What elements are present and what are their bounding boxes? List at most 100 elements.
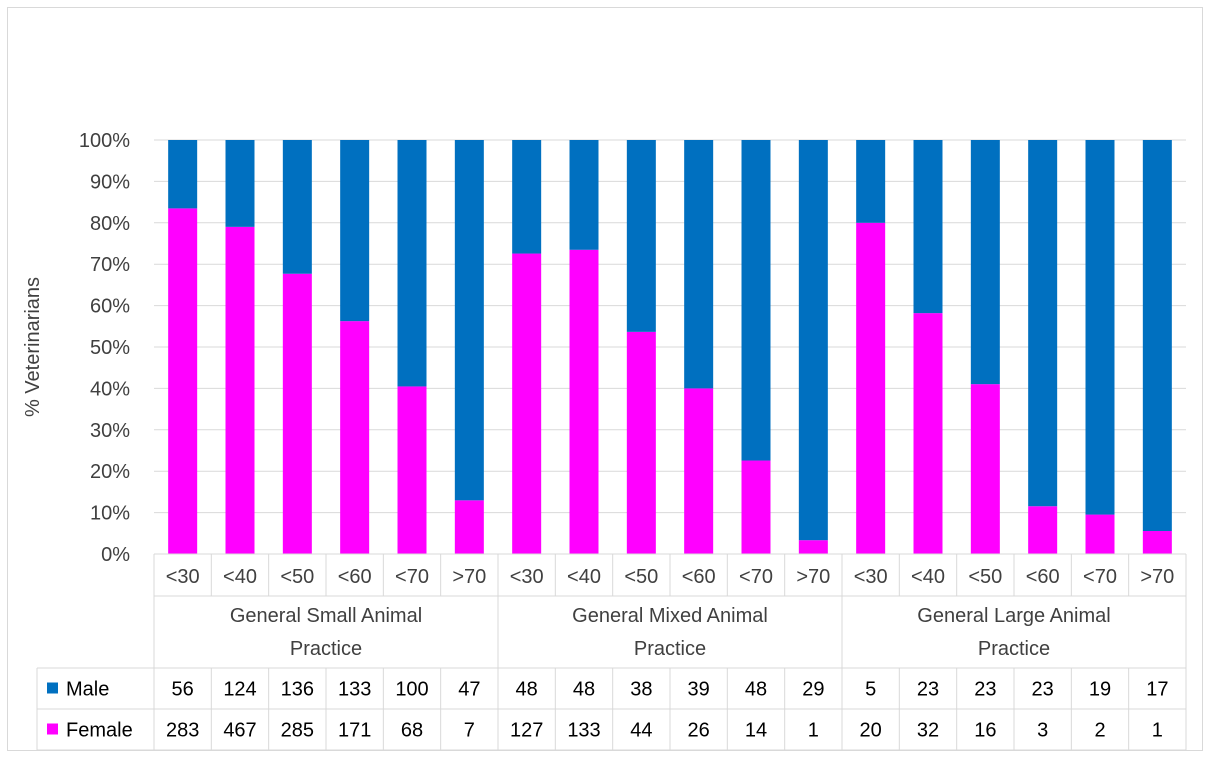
- data-table-value-male: 39: [688, 679, 710, 701]
- x-category-label: >70: [796, 566, 830, 588]
- bar-male: [1028, 140, 1058, 507]
- data-table-value-male: 133: [338, 679, 371, 701]
- bar-female: [168, 208, 198, 554]
- bar-female: [1085, 514, 1115, 554]
- data-table-value-male: 47: [458, 679, 480, 701]
- data-table-value-female: 32: [917, 720, 939, 742]
- bar-male: [1142, 140, 1172, 531]
- data-table-value-male: 17: [1146, 679, 1168, 701]
- data-table-value-male: 56: [172, 679, 194, 701]
- data-table-value-male: 29: [802, 679, 824, 701]
- legend-key-female: [47, 723, 58, 735]
- bar-female: [569, 249, 599, 555]
- legend-key-male: [47, 682, 58, 694]
- y-tick-label: 30%: [90, 420, 130, 442]
- data-table-value-male: 100: [395, 679, 428, 701]
- bar-male: [569, 140, 599, 250]
- bar-male: [913, 140, 943, 314]
- data-table-value-female: 3: [1037, 720, 1048, 742]
- bar-male: [1085, 140, 1115, 515]
- y-axis-label: % Veterinarians: [22, 277, 44, 417]
- x-group-label: General Small Animal: [230, 605, 422, 627]
- data-table-value-male: 124: [223, 679, 256, 701]
- data-table-value-female: 68: [401, 720, 423, 742]
- bar-male: [512, 140, 542, 254]
- y-tick-label: 90%: [90, 171, 130, 193]
- data-table-value-female: 7: [464, 720, 475, 742]
- x-group-label: General Large Animal: [917, 605, 1110, 627]
- y-tick-label: 0%: [101, 544, 130, 566]
- x-category-label: <50: [624, 566, 658, 588]
- y-tick-label: 50%: [90, 337, 130, 359]
- x-category-label: <30: [510, 566, 544, 588]
- data-table-value-female: 44: [630, 720, 652, 742]
- bar-male: [225, 140, 255, 227]
- bar-male: [168, 140, 198, 209]
- data-table-value-female: 14: [745, 720, 767, 742]
- data-table-value-female: 2: [1094, 720, 1105, 742]
- x-category-label: <70: [1083, 566, 1117, 588]
- x-group-label: Practice: [634, 638, 706, 660]
- y-tick-label: 40%: [90, 378, 130, 400]
- x-category-label: <70: [395, 566, 429, 588]
- y-tick-label: 80%: [90, 213, 130, 235]
- bar-female: [970, 384, 1000, 554]
- bar-male: [798, 140, 828, 541]
- x-group-label: Practice: [290, 638, 362, 660]
- bar-female: [798, 540, 828, 554]
- data-table-value-male: 48: [516, 679, 538, 701]
- data-table-value-male: 23: [1032, 679, 1054, 701]
- bar-male: [397, 140, 427, 387]
- x-category-label: <30: [166, 566, 200, 588]
- data-table-value-female: 285: [281, 720, 314, 742]
- data-table-value-female: 1: [808, 720, 819, 742]
- y-tick-label: 70%: [90, 254, 130, 276]
- bar-male: [970, 140, 1000, 385]
- bar-male: [626, 140, 656, 332]
- data-table-value-male: 136: [281, 679, 314, 701]
- data-table-value-male: 19: [1089, 679, 1111, 701]
- y-tick-label: 60%: [90, 296, 130, 318]
- bar-female: [684, 388, 714, 554]
- data-table-value-female: 16: [974, 720, 996, 742]
- data-table-value-male: 23: [974, 679, 996, 701]
- bar-female: [741, 460, 771, 554]
- x-category-label: <30: [854, 566, 888, 588]
- bar-male: [282, 140, 312, 274]
- data-table-value-male: 38: [630, 679, 652, 701]
- legend-label-male: Male: [66, 679, 109, 701]
- x-group-label: General Mixed Animal: [572, 605, 768, 627]
- data-table-value-male: 48: [573, 679, 595, 701]
- x-category-label: >70: [1140, 566, 1174, 588]
- bar-male: [856, 140, 886, 223]
- bar-female: [225, 226, 255, 554]
- bar-female: [1028, 506, 1058, 554]
- data-table-value-female: 283: [166, 720, 199, 742]
- data-table-value-male: 23: [917, 679, 939, 701]
- data-table-value-female: 127: [510, 720, 543, 742]
- x-category-label: <60: [338, 566, 372, 588]
- x-category-label: <70: [739, 566, 773, 588]
- y-tick-label: 20%: [90, 461, 130, 483]
- x-category-label: <50: [280, 566, 314, 588]
- data-table-value-male: 5: [865, 679, 876, 701]
- bar-male: [684, 140, 714, 389]
- x-category-label: <40: [223, 566, 257, 588]
- x-category-label: <50: [968, 566, 1002, 588]
- bar-female: [913, 313, 943, 554]
- x-category-label: >70: [452, 566, 486, 588]
- x-category-label: <40: [567, 566, 601, 588]
- bar-female: [282, 273, 312, 554]
- bar-female: [1142, 531, 1172, 554]
- data-table-value-female: 26: [688, 720, 710, 742]
- bar-female: [512, 253, 542, 554]
- bar-male: [454, 140, 484, 501]
- data-table-value-female: 1: [1152, 720, 1163, 742]
- bar-male: [340, 140, 370, 322]
- bar-female: [626, 331, 656, 554]
- y-tick-label: 10%: [90, 503, 130, 525]
- data-table-value-female: 133: [567, 720, 600, 742]
- x-group-label: Practice: [978, 638, 1050, 660]
- x-category-label: <40: [911, 566, 945, 588]
